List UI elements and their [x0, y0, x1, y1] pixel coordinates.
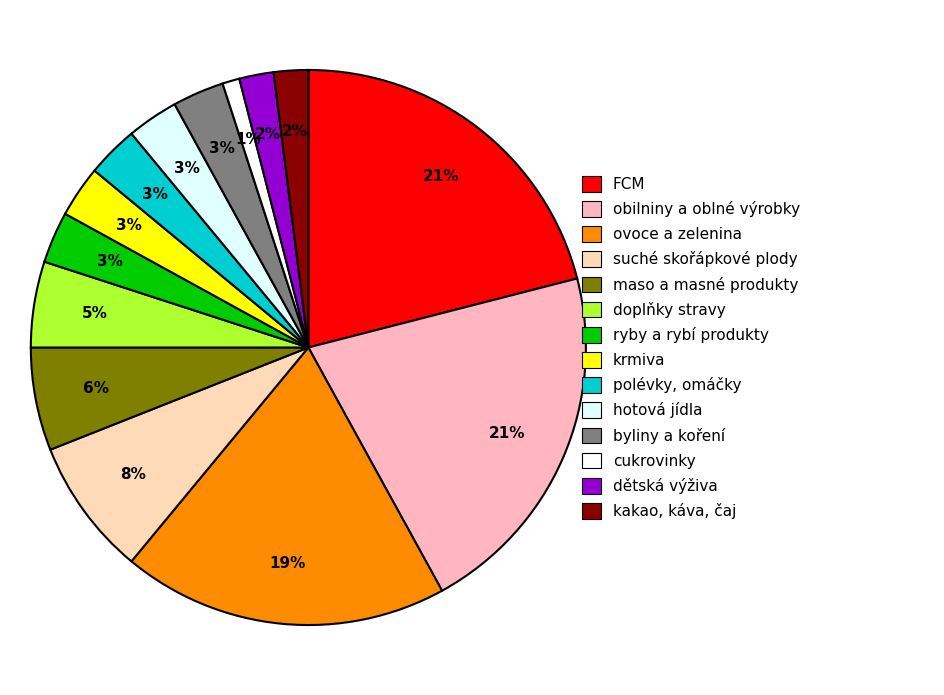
Wedge shape [175, 83, 308, 348]
Text: 3%: 3% [143, 187, 168, 202]
Legend: FCM, obilniny a oblné výrobky, ovoce a zelenina, suché skořápkové plody, maso a : FCM, obilniny a oblné výrobky, ovoce a z… [574, 168, 807, 527]
Wedge shape [31, 348, 308, 450]
Text: 3%: 3% [96, 254, 123, 269]
Wedge shape [131, 348, 442, 625]
Text: 21%: 21% [422, 169, 459, 184]
Text: 3%: 3% [210, 141, 235, 156]
Text: 2%: 2% [281, 124, 308, 139]
Text: 3%: 3% [174, 161, 199, 176]
Text: 1%: 1% [235, 132, 261, 147]
Wedge shape [44, 214, 308, 348]
Wedge shape [65, 170, 308, 348]
Wedge shape [308, 70, 577, 348]
Text: 8%: 8% [120, 467, 146, 482]
Wedge shape [31, 262, 308, 348]
Text: 21%: 21% [488, 426, 525, 441]
Wedge shape [223, 79, 308, 348]
Text: 19%: 19% [270, 555, 306, 571]
Wedge shape [94, 133, 308, 348]
Text: 3%: 3% [116, 218, 143, 234]
Wedge shape [50, 348, 308, 562]
Wedge shape [239, 72, 308, 348]
Text: 6%: 6% [83, 381, 109, 395]
Text: 5%: 5% [81, 306, 108, 321]
Wedge shape [308, 279, 585, 591]
Text: 2%: 2% [255, 127, 280, 142]
Wedge shape [131, 104, 308, 348]
Wedge shape [274, 70, 308, 348]
